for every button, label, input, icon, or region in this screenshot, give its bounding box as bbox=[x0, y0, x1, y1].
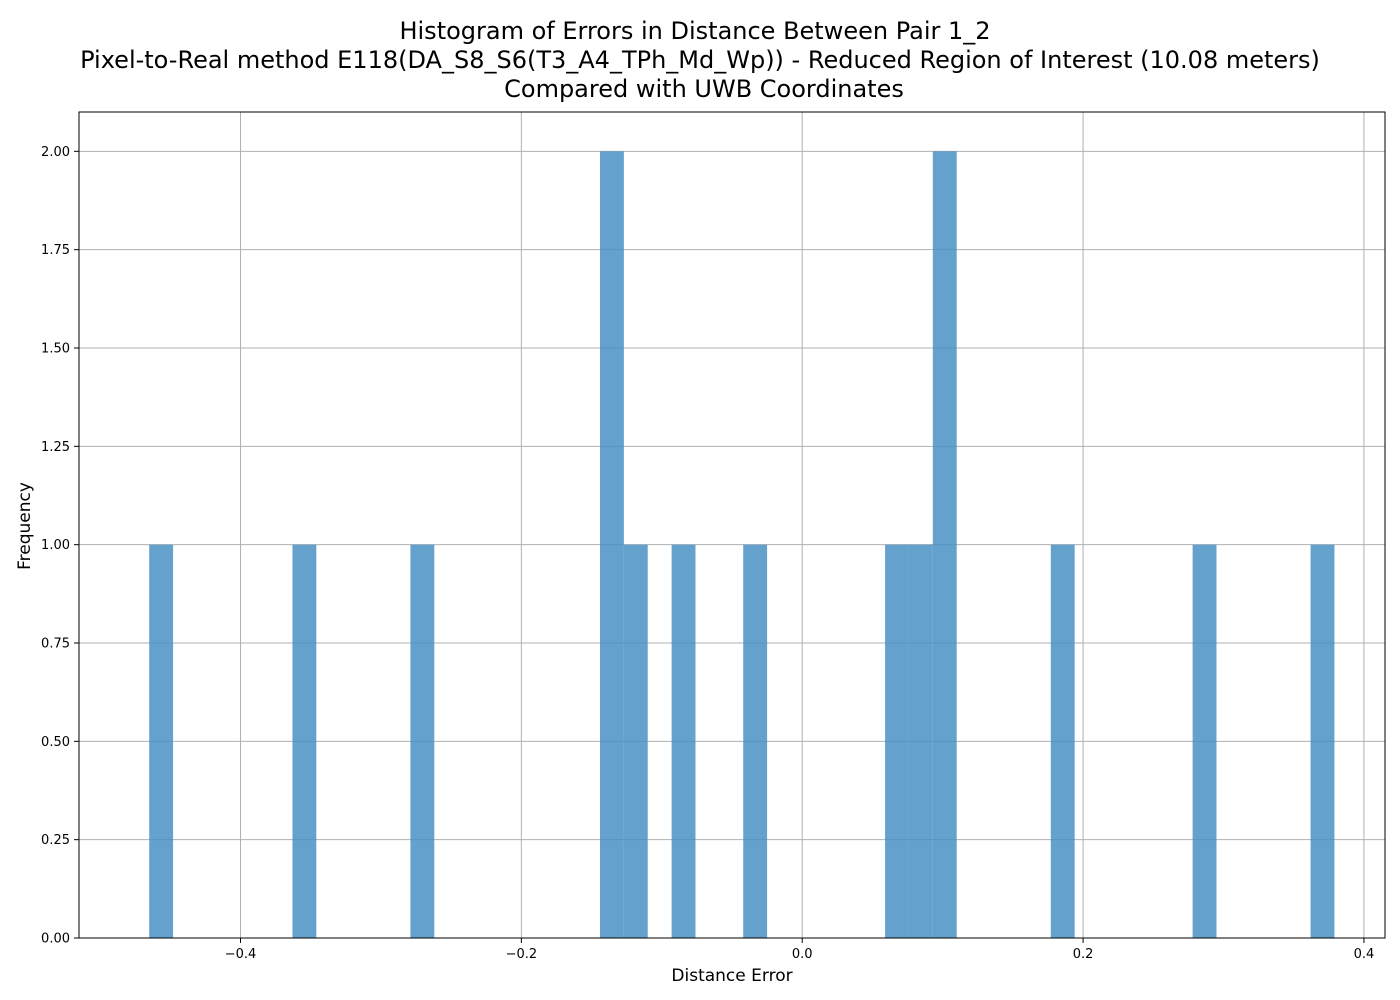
y-tick-label: 1.50 bbox=[41, 342, 70, 357]
histogram-bar bbox=[149, 544, 174, 938]
y-tick-label: 1.00 bbox=[41, 538, 70, 553]
histogram-bar bbox=[292, 544, 317, 938]
histogram-bars bbox=[149, 151, 1335, 939]
histogram-bar bbox=[599, 151, 624, 939]
title-line-3: Compared with UWB Coordinates bbox=[504, 75, 904, 103]
histogram-bar bbox=[410, 544, 435, 938]
histogram-bar bbox=[908, 544, 933, 938]
grid-lines bbox=[79, 112, 1385, 939]
histogram-bar bbox=[743, 544, 768, 938]
y-tick-label: 1.25 bbox=[41, 440, 70, 455]
y-tick-label: 0.25 bbox=[41, 833, 70, 848]
histogram-bar bbox=[932, 151, 957, 939]
y-axis-ticks: 0.00 0.25 0.50 0.75 1.00 1.25 1.50 1.75 2.00 bbox=[41, 145, 79, 947]
histogram-bar bbox=[1050, 544, 1075, 938]
x-tick-label: 0.4 bbox=[1354, 947, 1375, 962]
histogram-bar bbox=[671, 544, 696, 938]
x-tick-label: −0.2 bbox=[506, 947, 538, 962]
y-tick-label: 0.50 bbox=[41, 735, 70, 750]
y-tick-label: 1.75 bbox=[41, 243, 70, 258]
histogram-bar bbox=[885, 544, 909, 938]
y-tick-label: 0.00 bbox=[41, 932, 70, 947]
histogram-bar bbox=[1192, 544, 1217, 938]
histogram-bar bbox=[623, 544, 648, 938]
title-line-2: Pixel-to-Real method E118(DA_S8_S6(T3_A4… bbox=[80, 46, 1320, 74]
x-tick-label: 0.2 bbox=[1073, 947, 1094, 962]
chart-title: Histogram of Errors in Distance Between … bbox=[80, 17, 1320, 103]
plot-frame bbox=[78, 111, 1386, 939]
title-line-1: Histogram of Errors in Distance Between … bbox=[399, 17, 990, 45]
histogram-bar bbox=[1310, 544, 1335, 938]
y-tick-label: 0.75 bbox=[41, 637, 70, 652]
x-axis-label: Distance Error bbox=[671, 966, 792, 986]
y-axis-label: Frequency bbox=[15, 482, 35, 570]
x-tick-label: −0.4 bbox=[225, 947, 257, 962]
x-axis-ticks: −0.4 −0.2 0.0 0.2 0.4 bbox=[225, 938, 1375, 962]
x-tick-label: 0.0 bbox=[792, 947, 813, 962]
y-tick-label: 2.00 bbox=[41, 145, 70, 160]
